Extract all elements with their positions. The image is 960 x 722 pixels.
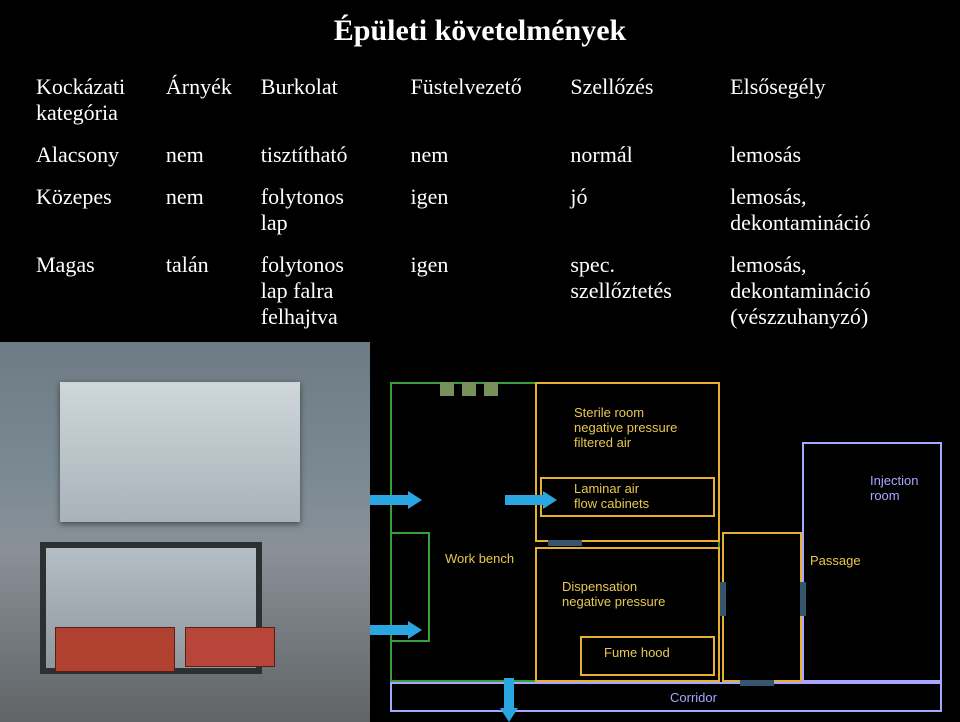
dispensation-label: Dispensationnegative pressure bbox=[562, 580, 665, 610]
door bbox=[740, 680, 774, 686]
vbar bbox=[440, 382, 454, 396]
col-header: Füstelvezető bbox=[411, 74, 522, 99]
table-cell: nem bbox=[411, 134, 571, 176]
workbench-label: Work bench bbox=[445, 552, 514, 567]
passage-room bbox=[722, 532, 802, 682]
table-cell: tisztítható bbox=[261, 134, 411, 176]
floor-plan-diagram: Sterile roomnegative pressurefiltered ai… bbox=[370, 382, 960, 722]
table-cell: folytonoslap falrafelhajtva bbox=[261, 244, 411, 338]
table-cell: Magas bbox=[36, 244, 166, 338]
vbar bbox=[484, 382, 498, 396]
table-cell: igen bbox=[411, 176, 571, 244]
table-cell: nem bbox=[166, 176, 261, 244]
passage-label: Passage bbox=[810, 554, 861, 569]
col-header: Kockázatikategória bbox=[36, 74, 125, 125]
arrow-into-sterile bbox=[505, 492, 557, 508]
door bbox=[720, 582, 726, 616]
table-row: Alacsonynemtisztíthatónemnormállemosás bbox=[36, 134, 930, 176]
arrow-into-work bbox=[370, 492, 422, 508]
page-title: Épületi követelmények bbox=[0, 0, 960, 66]
col-header: Burkolat bbox=[261, 74, 338, 99]
injection-label: Injectionroom bbox=[870, 474, 918, 504]
col-header: Árnyék bbox=[166, 74, 232, 99]
requirements-table: Kockázatikategória Árnyék Burkolat Füste… bbox=[0, 66, 960, 338]
arrow-down-corridor bbox=[500, 678, 518, 722]
col-header: Szellőzés bbox=[570, 74, 653, 99]
table-cell: lemosás,dekontamináció bbox=[730, 176, 930, 244]
corridor-label: Corridor bbox=[670, 691, 717, 706]
table-cell: spec.szellőztetés bbox=[570, 244, 730, 338]
table-header-row: Kockázatikategória Árnyék Burkolat Füste… bbox=[36, 66, 930, 134]
fume-hood-photo bbox=[0, 342, 370, 722]
table-cell: normál bbox=[570, 134, 730, 176]
corridor bbox=[390, 682, 942, 712]
sterile-label: Sterile roomnegative pressurefiltered ai… bbox=[574, 406, 677, 451]
table-cell: talán bbox=[166, 244, 261, 338]
door bbox=[548, 540, 582, 546]
laminar-label: Laminar airflow cabinets bbox=[574, 482, 649, 512]
image-row: Sterile roomnegative pressurefiltered ai… bbox=[0, 342, 960, 722]
table-cell: lemosás,dekontamináció(vészzuhanyzó) bbox=[730, 244, 930, 338]
table-cell: nem bbox=[166, 134, 261, 176]
col-header: Elsősegély bbox=[730, 74, 825, 99]
table-cell: lemosás bbox=[730, 134, 930, 176]
vbar bbox=[462, 382, 476, 396]
table-cell: folytonoslap bbox=[261, 176, 411, 244]
arrow-into-work-2 bbox=[370, 622, 422, 638]
table-row: Közepesnemfolytonoslapigenjólemosás,deko… bbox=[36, 176, 930, 244]
door bbox=[800, 582, 806, 616]
fumehood-label: Fume hood bbox=[604, 646, 670, 661]
table-cell: igen bbox=[411, 244, 571, 338]
table-cell: jó bbox=[570, 176, 730, 244]
table-row: Magastalánfolytonoslap falrafelhajtvaige… bbox=[36, 244, 930, 338]
table-cell: Közepes bbox=[36, 176, 166, 244]
table-cell: Alacsony bbox=[36, 134, 166, 176]
